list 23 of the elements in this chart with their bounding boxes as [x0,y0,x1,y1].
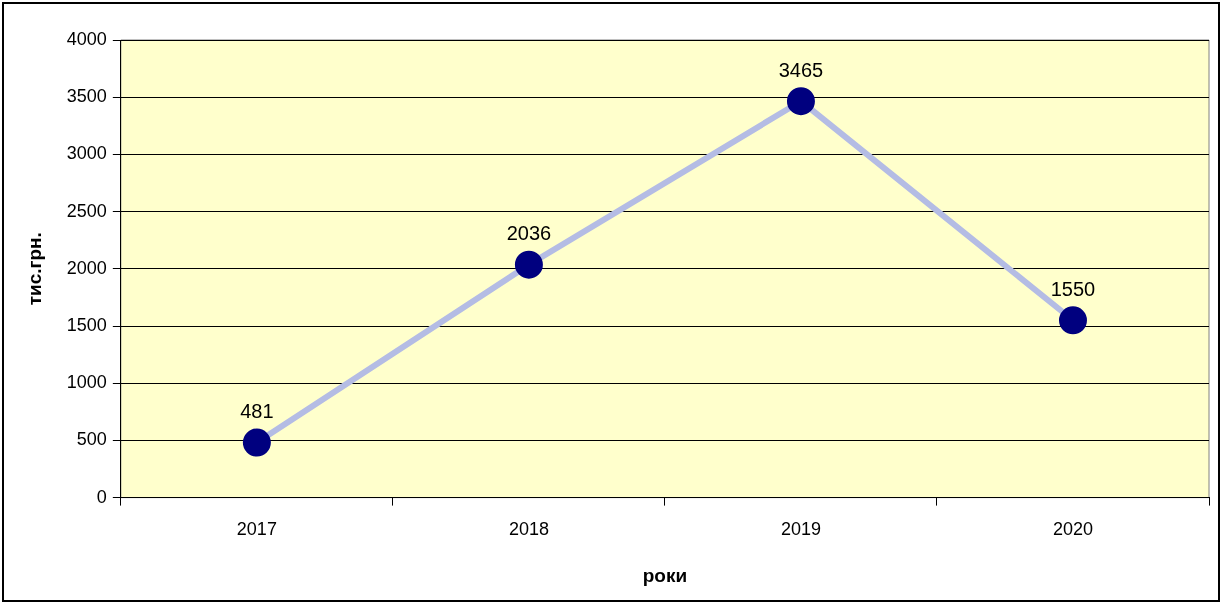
data-label: 2036 [506,222,552,245]
data-label: 1550 [1050,277,1096,300]
x-tick-label: 2020 [1052,519,1093,540]
point [514,250,543,279]
y-tick-label: 1500 [66,314,107,335]
y-tick-label: 3500 [66,86,107,107]
data-label: 3465 [778,58,824,81]
point [1058,306,1087,335]
y-tick-label: 4000 [66,28,107,49]
x-tick-label: 2018 [508,519,549,540]
y-tick-label: 2500 [66,200,107,221]
y-tick-label: 500 [76,429,107,450]
point [242,428,271,457]
y-tick-label: 3000 [66,143,107,164]
x-tick-label: 2017 [236,519,277,540]
x-axis-title: роки [642,564,688,586]
y-tick-label: 2000 [66,257,107,278]
y-axis-title: тис.грн. [23,232,45,306]
point [786,87,815,116]
data-label: 481 [240,400,274,423]
y-tick-label: 1000 [66,372,107,393]
x-tick-label: 2019 [780,519,821,540]
y-tick-label: 0 [96,486,107,507]
